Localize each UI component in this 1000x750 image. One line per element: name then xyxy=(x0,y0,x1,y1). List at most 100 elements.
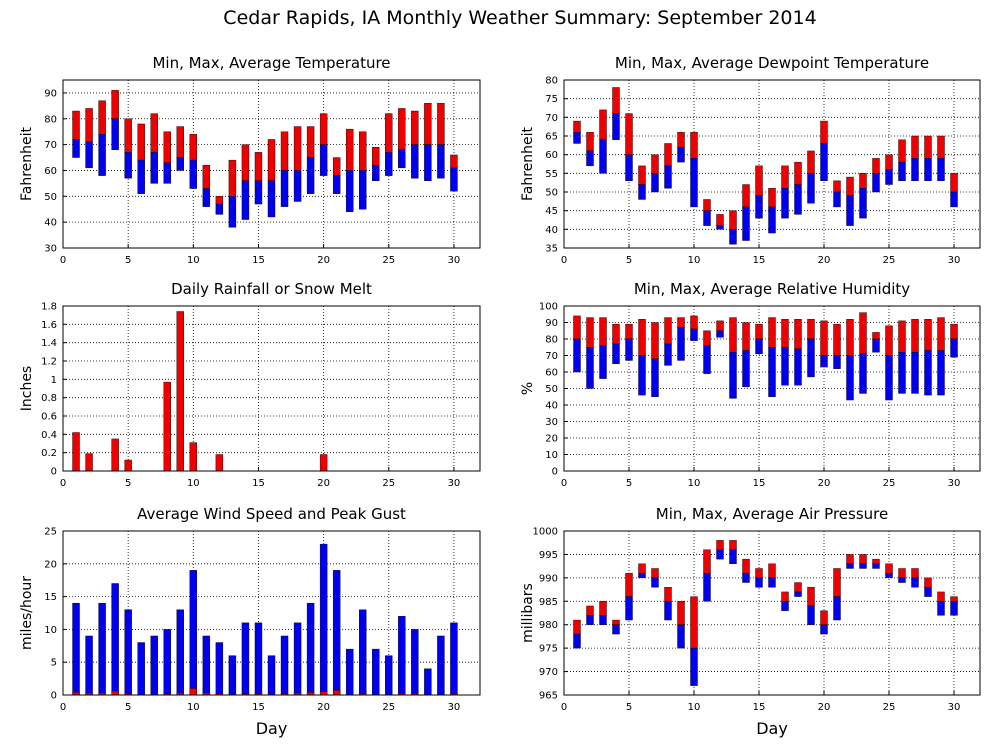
max-to-avg-bar xyxy=(424,103,432,145)
max-to-avg-bar xyxy=(137,123,145,161)
avg-wind-bar xyxy=(450,622,458,696)
max-to-avg-bar xyxy=(111,90,119,119)
avg-wind-bar xyxy=(189,570,198,696)
max-to-avg-bar xyxy=(859,554,867,565)
y-axis-label: millibars xyxy=(520,583,536,643)
max-to-avg-bar xyxy=(677,601,685,625)
avg-to-min-bar xyxy=(72,139,80,158)
y-axis-label: % xyxy=(520,382,536,395)
max-to-avg-bar xyxy=(924,319,932,351)
avg-wind-bar xyxy=(111,583,119,696)
x-tick-label: 10 xyxy=(187,255,200,266)
x-tick-label: 30 xyxy=(448,255,461,266)
max-to-avg-bar xyxy=(911,568,919,579)
max-to-avg-bar xyxy=(911,135,919,159)
max-to-avg-bar xyxy=(437,103,445,145)
max-to-avg-bar xyxy=(950,323,958,340)
y-tick-label: 60 xyxy=(545,368,558,379)
max-to-avg-bar xyxy=(85,108,93,143)
avg-to-min-bar xyxy=(411,144,419,179)
y-tick-label: 100 xyxy=(539,302,558,313)
avg-to-min-bar xyxy=(716,225,724,230)
y-tick-label: 30 xyxy=(545,417,558,428)
avg-to-min-bar xyxy=(872,563,880,569)
max-to-avg-bar xyxy=(872,158,880,174)
max-to-avg-bar xyxy=(690,596,698,649)
rain-bar xyxy=(111,438,119,472)
max-to-avg-bar xyxy=(398,108,406,150)
x-tick-label: 0 xyxy=(60,255,66,266)
chart-dew: Min, Max, Average Dewpoint Temperature 35… xyxy=(520,54,981,266)
x-tick-label: 20 xyxy=(317,702,330,713)
avg-wind-bar xyxy=(241,622,250,696)
avg-to-min-bar xyxy=(638,355,646,396)
max-to-avg-bar xyxy=(385,113,393,153)
avg-to-min-bar xyxy=(625,154,633,182)
x-tick-label: 15 xyxy=(753,255,766,266)
max-to-avg-bar xyxy=(638,165,646,185)
avg-wind-bar xyxy=(319,543,328,696)
avg-to-min-bar xyxy=(950,191,958,208)
avg-to-min-bar xyxy=(937,350,945,396)
max-to-avg-bar xyxy=(911,319,919,353)
avg-wind-bar xyxy=(215,642,224,696)
avg-to-min-bar xyxy=(424,144,432,182)
avg-to-min-bar xyxy=(267,180,276,218)
avg-to-min-bar xyxy=(612,624,620,635)
max-to-avg-bar xyxy=(781,319,789,348)
chart-press: Min, Max, Average Air Pressure 965 970 975 9… xyxy=(520,505,981,738)
rain-bar xyxy=(176,311,184,472)
avg-to-min-bar xyxy=(85,141,93,169)
max-to-avg-bar xyxy=(846,319,854,356)
x-tick-label: 20 xyxy=(317,478,330,489)
max-to-avg-bar xyxy=(573,315,581,340)
avg-to-min-bar xyxy=(612,113,620,140)
y-tick-label: 80 xyxy=(44,114,57,125)
y-tick-label: 45 xyxy=(545,206,558,217)
x-tick-label: 30 xyxy=(448,702,461,713)
max-to-avg-bar xyxy=(807,150,815,174)
y-axis-label: Fahrenheit xyxy=(19,126,35,201)
plot-frame xyxy=(62,530,481,696)
avg-to-min-bar xyxy=(398,149,406,169)
avg-to-min-bar xyxy=(703,210,711,226)
avg-to-min-bar xyxy=(846,355,854,401)
rain-bar xyxy=(124,459,132,472)
avg-to-min-bar xyxy=(332,175,341,194)
max-to-avg-bar xyxy=(924,135,932,159)
max-to-avg-bar xyxy=(729,540,737,550)
max-to-avg-bar xyxy=(150,113,158,153)
x-tick-label: 15 xyxy=(252,478,265,489)
x-tick-label: 30 xyxy=(948,702,961,713)
max-to-avg-bar xyxy=(794,319,802,350)
max-to-avg-bar xyxy=(612,619,620,625)
avg-to-min-bar xyxy=(898,352,906,394)
avg-to-min-bar xyxy=(781,601,789,611)
max-to-avg-bar xyxy=(872,332,880,340)
rain-bar xyxy=(163,381,171,472)
avg-to-min-bar xyxy=(768,347,776,397)
avg-to-min-bar xyxy=(924,158,932,181)
avg-to-min-bar xyxy=(664,343,672,366)
max-to-avg-bar xyxy=(937,135,945,159)
x-axis-label: Day xyxy=(256,719,288,738)
max-to-avg-bar xyxy=(586,132,594,152)
max-to-avg-bar xyxy=(612,323,620,345)
x-tick-label: 25 xyxy=(883,702,896,713)
max-to-avg-bar xyxy=(573,619,581,635)
x-tick-label: 20 xyxy=(818,702,831,713)
max-to-avg-bar xyxy=(306,126,315,158)
avg-to-min-bar xyxy=(625,338,633,361)
y-axis-label: Fahrenheit xyxy=(520,126,536,201)
x-tick-label: 30 xyxy=(948,255,961,266)
avg-to-min-bar xyxy=(293,170,302,202)
avg-wind-bar xyxy=(424,668,432,696)
max-to-avg-bar xyxy=(612,87,620,114)
max-to-avg-bar xyxy=(846,176,854,196)
avg-to-min-bar xyxy=(833,355,841,369)
avg-to-min-bar xyxy=(703,572,711,602)
avg-to-min-bar xyxy=(651,173,659,193)
y-tick-label: 0.8 xyxy=(41,393,57,404)
avg-to-min-bar xyxy=(124,152,132,179)
avg-to-min-bar xyxy=(794,184,802,215)
